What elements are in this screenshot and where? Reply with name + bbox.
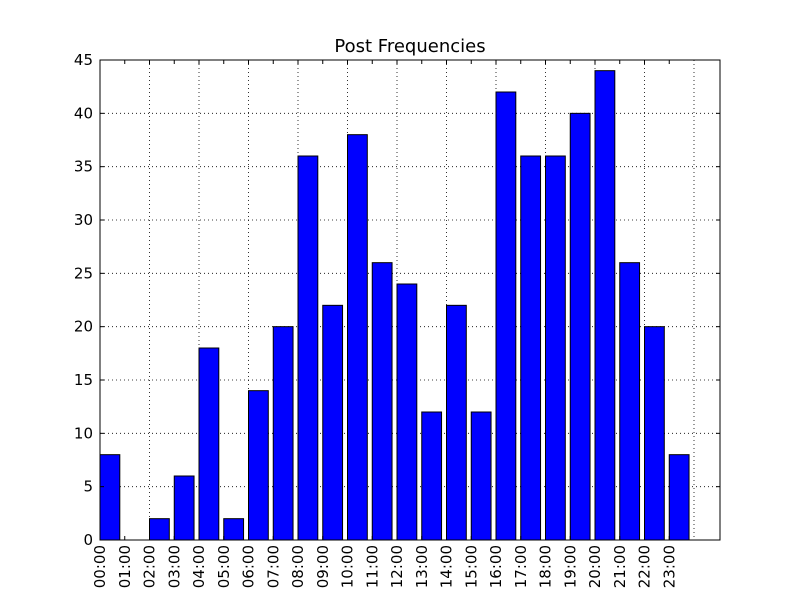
bar-10-00	[347, 134, 368, 541]
x-tick-label-04-00: 04:00	[190, 545, 208, 588]
axis-ticks	[99, 59, 720, 541]
bar-00-00	[99, 454, 121, 541]
y-axis-tick-labels: 0 5 10 15 20 25 30 35 40 45	[74, 51, 93, 549]
y-tick-label: 10	[74, 424, 93, 442]
bar-04-00	[198, 347, 220, 541]
x-tick-label-00-00: 00:00	[91, 545, 109, 588]
bar-07-00	[272, 326, 294, 541]
y-tick-label: 20	[74, 318, 93, 336]
x-tick-label-23-00: 23:00	[660, 545, 678, 588]
plot-area-frame	[99, 59, 721, 541]
x-tick-label-20-00: 20:00	[586, 545, 604, 588]
x-tick-label-14-00: 14:00	[438, 545, 456, 588]
x-tick-label-01-00: 01:00	[116, 545, 134, 588]
x-tick-label-10-00: 10:00	[339, 545, 357, 588]
x-tick-label-18-00: 18:00	[537, 545, 555, 588]
x-tick-label-16-00: 16:00	[487, 545, 505, 588]
bar-23-00	[668, 454, 690, 541]
x-tick-label-05-00: 05:00	[215, 545, 233, 588]
x-tick-label-09-00: 09:00	[314, 545, 332, 588]
bar-05-00	[223, 518, 245, 541]
bar-19-00	[569, 112, 591, 541]
chart-title: Post Frequencies	[334, 36, 485, 57]
bar-18-00	[545, 155, 566, 541]
bar-08-00	[297, 155, 319, 541]
x-tick-label-12-00: 12:00	[388, 545, 406, 588]
bar-13-00	[421, 411, 443, 541]
y-tick-label: 15	[74, 371, 93, 389]
x-tick-label-11-00: 11:00	[363, 545, 381, 588]
bar-20-00	[594, 70, 616, 541]
bar-22-00	[644, 326, 665, 541]
bar-02-00	[149, 518, 170, 541]
bar-14-00	[446, 304, 467, 541]
x-tick-label-07-00: 07:00	[264, 545, 282, 588]
x-tick-label-21-00: 21:00	[611, 545, 629, 588]
bar-06-00	[248, 390, 269, 541]
bar-03-00	[173, 475, 195, 541]
y-tick-label: 40	[74, 104, 93, 122]
x-axis-tick-labels: 00:00 01:00 02:00 03:00 04:00 05:00 06:00 07:00…	[91, 545, 678, 588]
x-tick-label-03-00: 03:00	[165, 545, 183, 588]
x-tick-label-06-00: 06:00	[240, 545, 258, 588]
x-tick-label-15-00: 15:00	[462, 545, 480, 588]
y-tick-label: 25	[74, 264, 93, 282]
y-tick-label: 0	[83, 531, 93, 549]
bar-16-00	[495, 91, 517, 541]
x-tick-label-13-00: 13:00	[413, 545, 431, 588]
x-tick-label-22-00: 22:00	[636, 545, 654, 588]
bar-21-00	[619, 262, 641, 541]
bar-12-00	[396, 283, 418, 541]
y-tick-label: 45	[74, 51, 93, 69]
y-tick-label: 5	[83, 478, 93, 496]
y-tick-label: 35	[74, 158, 93, 176]
bar-11-00	[371, 262, 393, 541]
x-tick-label-08-00: 08:00	[289, 545, 307, 588]
x-tick-label-02-00: 02:00	[141, 545, 159, 588]
x-tick-label-19-00: 19:00	[561, 545, 579, 588]
bar-15-00	[470, 411, 492, 541]
bar-09-00	[322, 304, 344, 541]
x-tick-label-17-00: 17:00	[512, 545, 530, 588]
y-tick-label: 30	[74, 211, 93, 229]
bar-17-00	[520, 155, 542, 541]
bars	[99, 70, 690, 541]
